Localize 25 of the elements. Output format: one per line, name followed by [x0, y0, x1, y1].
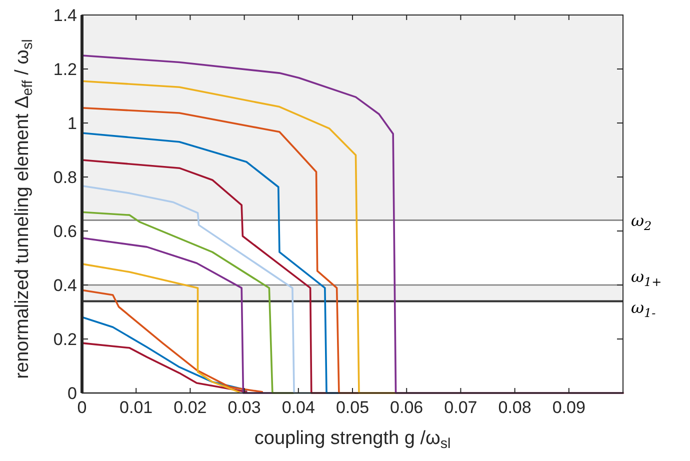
y-tick-label: 1 — [68, 114, 77, 133]
x-axis-title: coupling strength g /ω$_{sl}$ — [254, 428, 451, 452]
y-tick-label: 1.2 — [53, 60, 77, 79]
x-tick-label: 0.03 — [228, 398, 261, 417]
y-tick-label: 0 — [68, 384, 77, 403]
line-series — [81, 316, 248, 391]
ref-line-label: ω$_{2}$ — [631, 211, 652, 233]
x-tick-label: 0.04 — [282, 398, 315, 417]
y-tick-label: 0.2 — [53, 330, 77, 349]
line-series — [81, 289, 264, 393]
line-series — [81, 263, 240, 393]
y-tick-label: 0.6 — [53, 222, 77, 241]
ref-line-label: ω$_{1-}$ — [631, 298, 656, 320]
ref-line-label: ω$_{1+}$ — [631, 267, 662, 289]
x-tick-label: 0.01 — [120, 398, 153, 417]
x-tick-label: 0.05 — [336, 398, 370, 417]
y-tick-label: 0.4 — [53, 276, 77, 295]
x-tick-label: 0.06 — [390, 398, 424, 417]
x-tick-label: 0.08 — [498, 398, 532, 417]
line-series — [81, 342, 248, 393]
x-tick-label: 0.09 — [552, 398, 586, 417]
x-tick-label: 0.02 — [174, 398, 207, 417]
y-tick-label: 0.8 — [53, 168, 77, 187]
x-tick-label: 0.07 — [444, 398, 478, 417]
y-tick-label: 1.4 — [53, 6, 77, 25]
